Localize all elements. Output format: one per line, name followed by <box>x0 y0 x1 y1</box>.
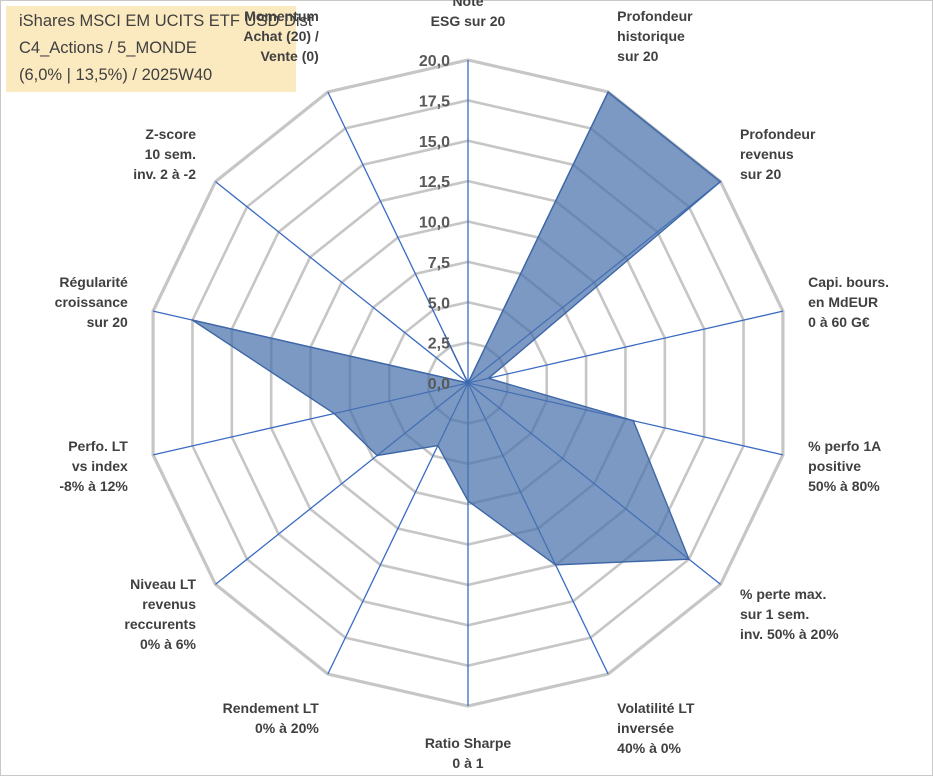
data-point <box>333 412 335 415</box>
tick-label: 20,0 <box>419 53 450 70</box>
tick-label: 10,0 <box>419 215 450 232</box>
data-point <box>632 419 635 422</box>
tick-layer: 0,0 2,5 5,0 7,5 10,0 12,5 15,0 17,5 20,0 <box>419 53 450 393</box>
data-point <box>719 180 722 183</box>
tick-label: 12,5 <box>419 174 450 191</box>
data-point <box>191 319 194 321</box>
data-point <box>437 444 439 447</box>
series-layer <box>191 91 722 566</box>
data-point <box>444 334 446 336</box>
data-point <box>487 377 490 380</box>
data-point <box>376 454 378 457</box>
tick-label: 15,0 <box>419 134 450 151</box>
axis-spoke <box>215 181 469 384</box>
series-area <box>191 91 722 566</box>
data-point <box>688 558 690 561</box>
tick-label: 7,5 <box>428 255 450 272</box>
title-line-2: C4_Actions / 5_MONDE <box>19 39 197 57</box>
data-point <box>467 382 469 384</box>
axis-spoke <box>467 310 784 384</box>
data-point <box>467 500 469 502</box>
title-line-3: (6,0% | 13,5%) / 2025W40 <box>19 66 213 84</box>
data-point <box>554 564 557 566</box>
tick-label: 17,5 <box>419 93 450 110</box>
title-box: iShares MSCI EM UCITS ETF USD Dist C4_Ac… <box>6 6 312 92</box>
tick-label: 2,5 <box>428 336 450 353</box>
tick-label: 5,0 <box>428 295 450 312</box>
title-line-1: iShares MSCI EM UCITS ETF USD Dist <box>19 12 313 30</box>
data-point <box>607 91 609 93</box>
tick-label: 0,0 <box>428 376 450 393</box>
